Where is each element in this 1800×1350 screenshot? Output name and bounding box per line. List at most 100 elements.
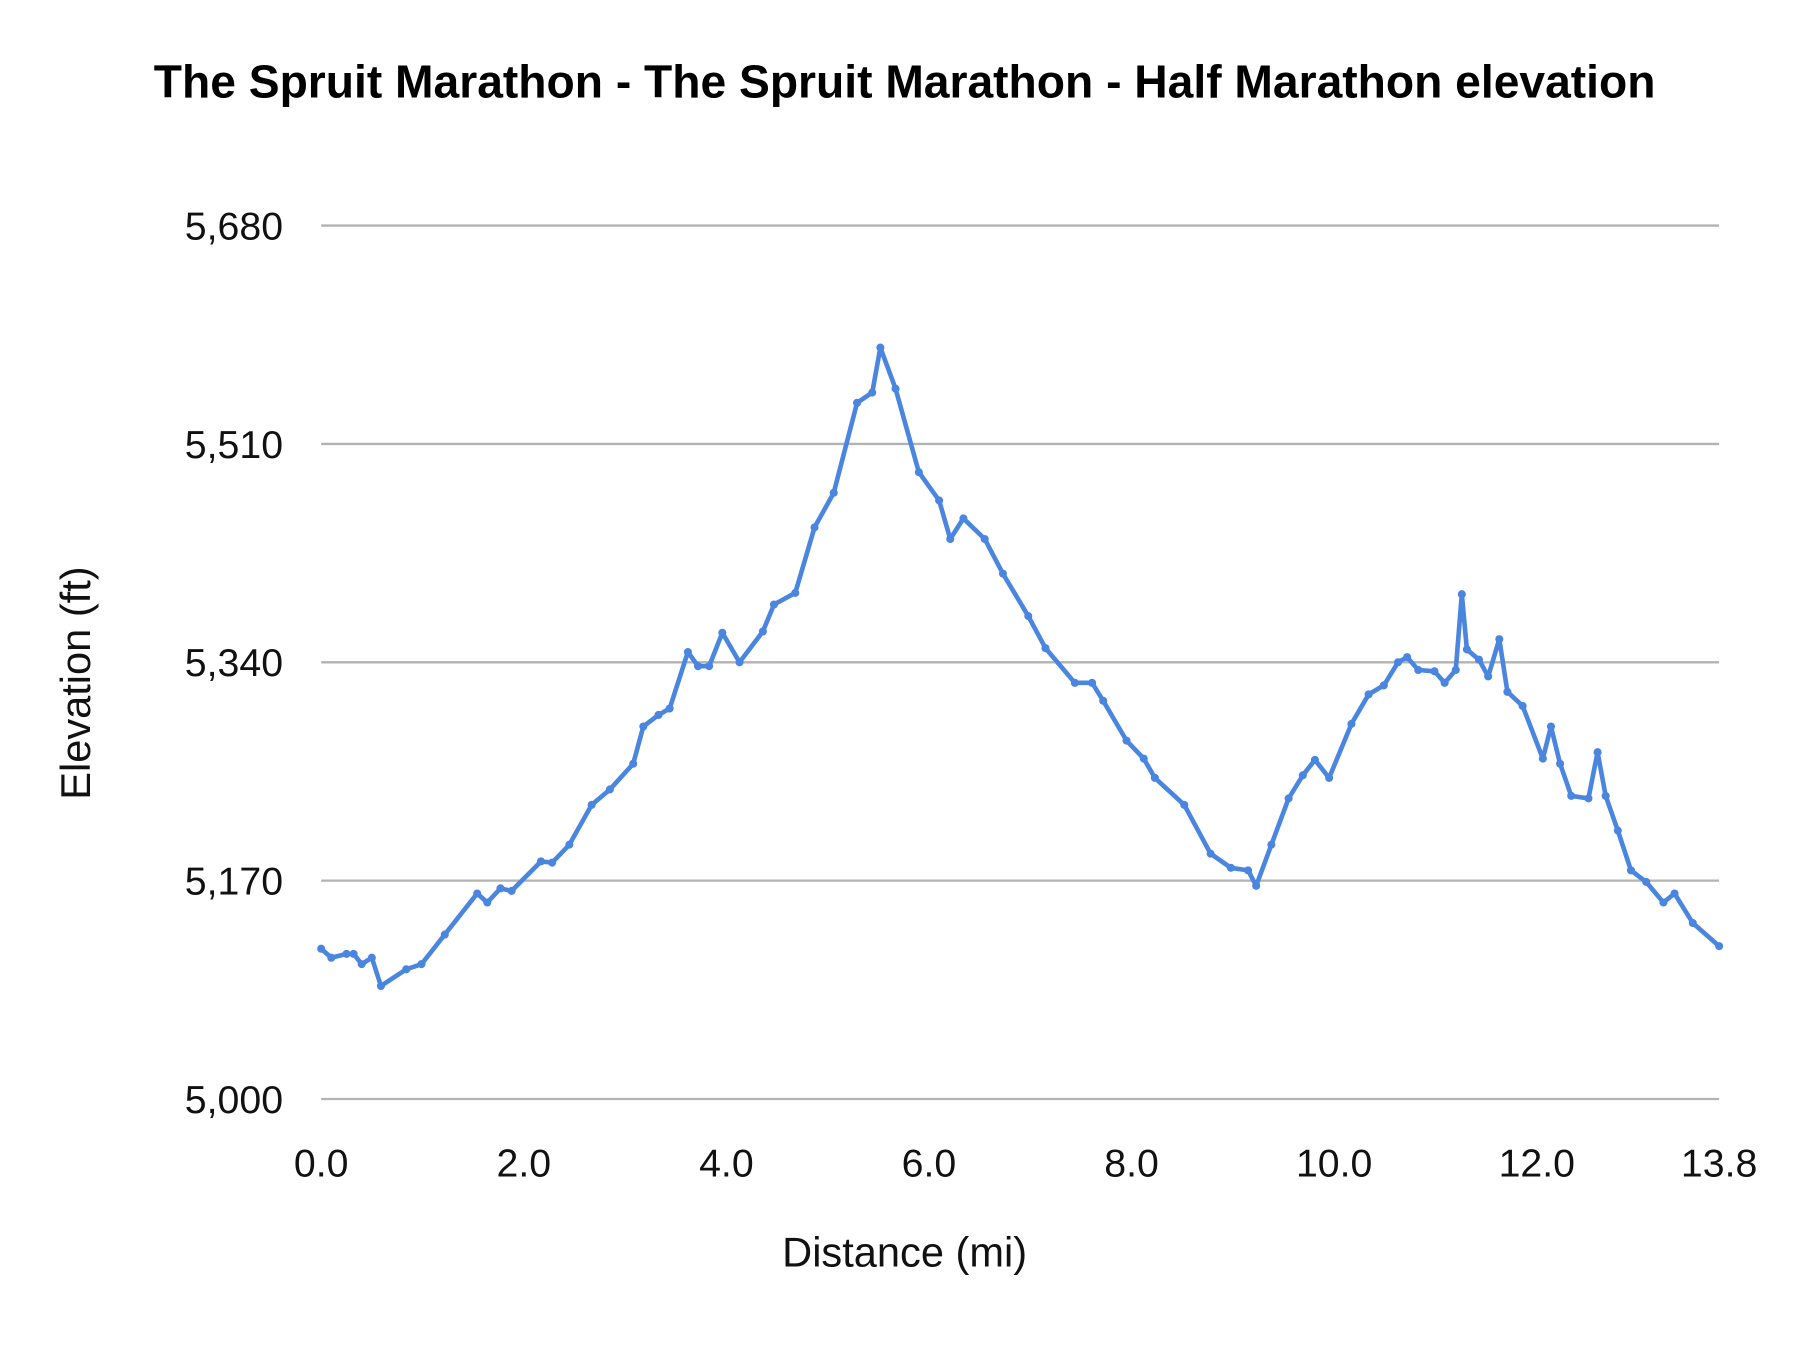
data-point [1518, 701, 1527, 711]
data-point [342, 949, 351, 958]
data-point [1626, 866, 1636, 875]
data-point [376, 981, 385, 991]
data-point [1024, 612, 1033, 621]
data-point [1364, 690, 1373, 699]
data-point [1325, 773, 1334, 782]
y-tick-label: 5,510 [185, 423, 283, 467]
data-point [1670, 889, 1679, 898]
data-point [1451, 665, 1460, 675]
data-point [1475, 655, 1484, 664]
data-point [683, 647, 692, 657]
data-point [629, 759, 638, 768]
data-point [1310, 755, 1319, 764]
data-point [810, 523, 819, 532]
data-point [440, 930, 449, 939]
data-point [758, 627, 767, 636]
data-point [1206, 849, 1215, 858]
data-point [980, 534, 989, 544]
data-point [791, 588, 800, 597]
data-point [1139, 754, 1148, 763]
x-tick-label: 13.8 [1681, 1141, 1757, 1185]
y-tick-label: 5,340 [185, 641, 283, 685]
data-point [1267, 840, 1276, 849]
data-point [473, 889, 482, 898]
x-axis-ticks: 0.0 2.0 4.0 6.0 8.0 10.0 12.0 13.8 [294, 1141, 1757, 1185]
data-point [665, 704, 674, 713]
chart-title: The Spruit Marathon - The Spruit Maratho… [154, 55, 1656, 107]
x-tick-label: 12.0 [1499, 1141, 1575, 1185]
data-point [327, 953, 336, 962]
series-elevation [317, 343, 1724, 991]
data-point [1462, 645, 1471, 654]
data-point [1122, 736, 1131, 745]
data-point [1538, 754, 1547, 763]
y-tick-label: 5,000 [185, 1078, 283, 1122]
data-point [1244, 866, 1253, 875]
data-point [1041, 644, 1050, 653]
data-point [1088, 678, 1097, 687]
data-point [1567, 791, 1576, 800]
data-point [718, 628, 727, 637]
data-point [417, 960, 426, 969]
data-point [639, 722, 648, 731]
gridlines [321, 224, 1720, 1101]
data-point [1430, 667, 1439, 676]
data-point [1593, 748, 1602, 757]
data-point [367, 953, 376, 962]
data-point [735, 658, 744, 667]
data-point [1715, 942, 1724, 951]
data-point [876, 343, 885, 352]
data-point [1613, 826, 1622, 835]
data-point [1403, 653, 1412, 662]
data-point [868, 388, 877, 397]
data-point [496, 884, 505, 893]
data-point [1393, 658, 1403, 667]
y-tick-label: 5,170 [185, 860, 283, 904]
data-point [317, 944, 326, 953]
data-point [1180, 800, 1189, 809]
data-point [935, 496, 944, 505]
data-point [891, 384, 900, 393]
data-point [946, 534, 955, 544]
y-axis-ticks: 5,000 5,170 5,340 5,510 5,680 [185, 204, 283, 1121]
data-point [853, 398, 862, 407]
y-axis-label: Elevation (ft) [52, 566, 99, 799]
data-point [349, 949, 358, 958]
data-point [1298, 771, 1307, 780]
data-point [1546, 722, 1556, 731]
data-point [998, 569, 1007, 578]
data-point [1347, 719, 1356, 728]
data-point [693, 662, 703, 671]
x-tick-label: 8.0 [1104, 1141, 1159, 1185]
y-tick-label: 5,680 [185, 204, 283, 248]
data-point [1440, 678, 1449, 687]
data-point [1556, 759, 1565, 768]
data-point [1659, 898, 1668, 907]
x-tick-label: 4.0 [699, 1141, 754, 1185]
data-point [1070, 678, 1079, 687]
data-point [1495, 635, 1504, 644]
x-axis-label: Distance (mi) [782, 1229, 1027, 1276]
data-point [1284, 794, 1293, 803]
data-point [548, 858, 557, 867]
data-point [587, 800, 596, 809]
data-point [483, 898, 492, 907]
data-point [654, 710, 663, 719]
data-point [1150, 773, 1159, 782]
data-point [829, 488, 838, 497]
data-point [769, 600, 779, 609]
data-point [1484, 672, 1493, 681]
data-point [605, 785, 614, 794]
data-point [959, 514, 968, 523]
data-point [1688, 918, 1697, 928]
data-point [1414, 665, 1423, 675]
data-point [1457, 590, 1466, 599]
data-point [565, 840, 574, 849]
data-point [1379, 681, 1388, 690]
data-point [1099, 696, 1108, 705]
data-point [507, 886, 516, 895]
data-point [1584, 794, 1593, 803]
data-point [1252, 881, 1261, 890]
data-point [1503, 687, 1512, 696]
